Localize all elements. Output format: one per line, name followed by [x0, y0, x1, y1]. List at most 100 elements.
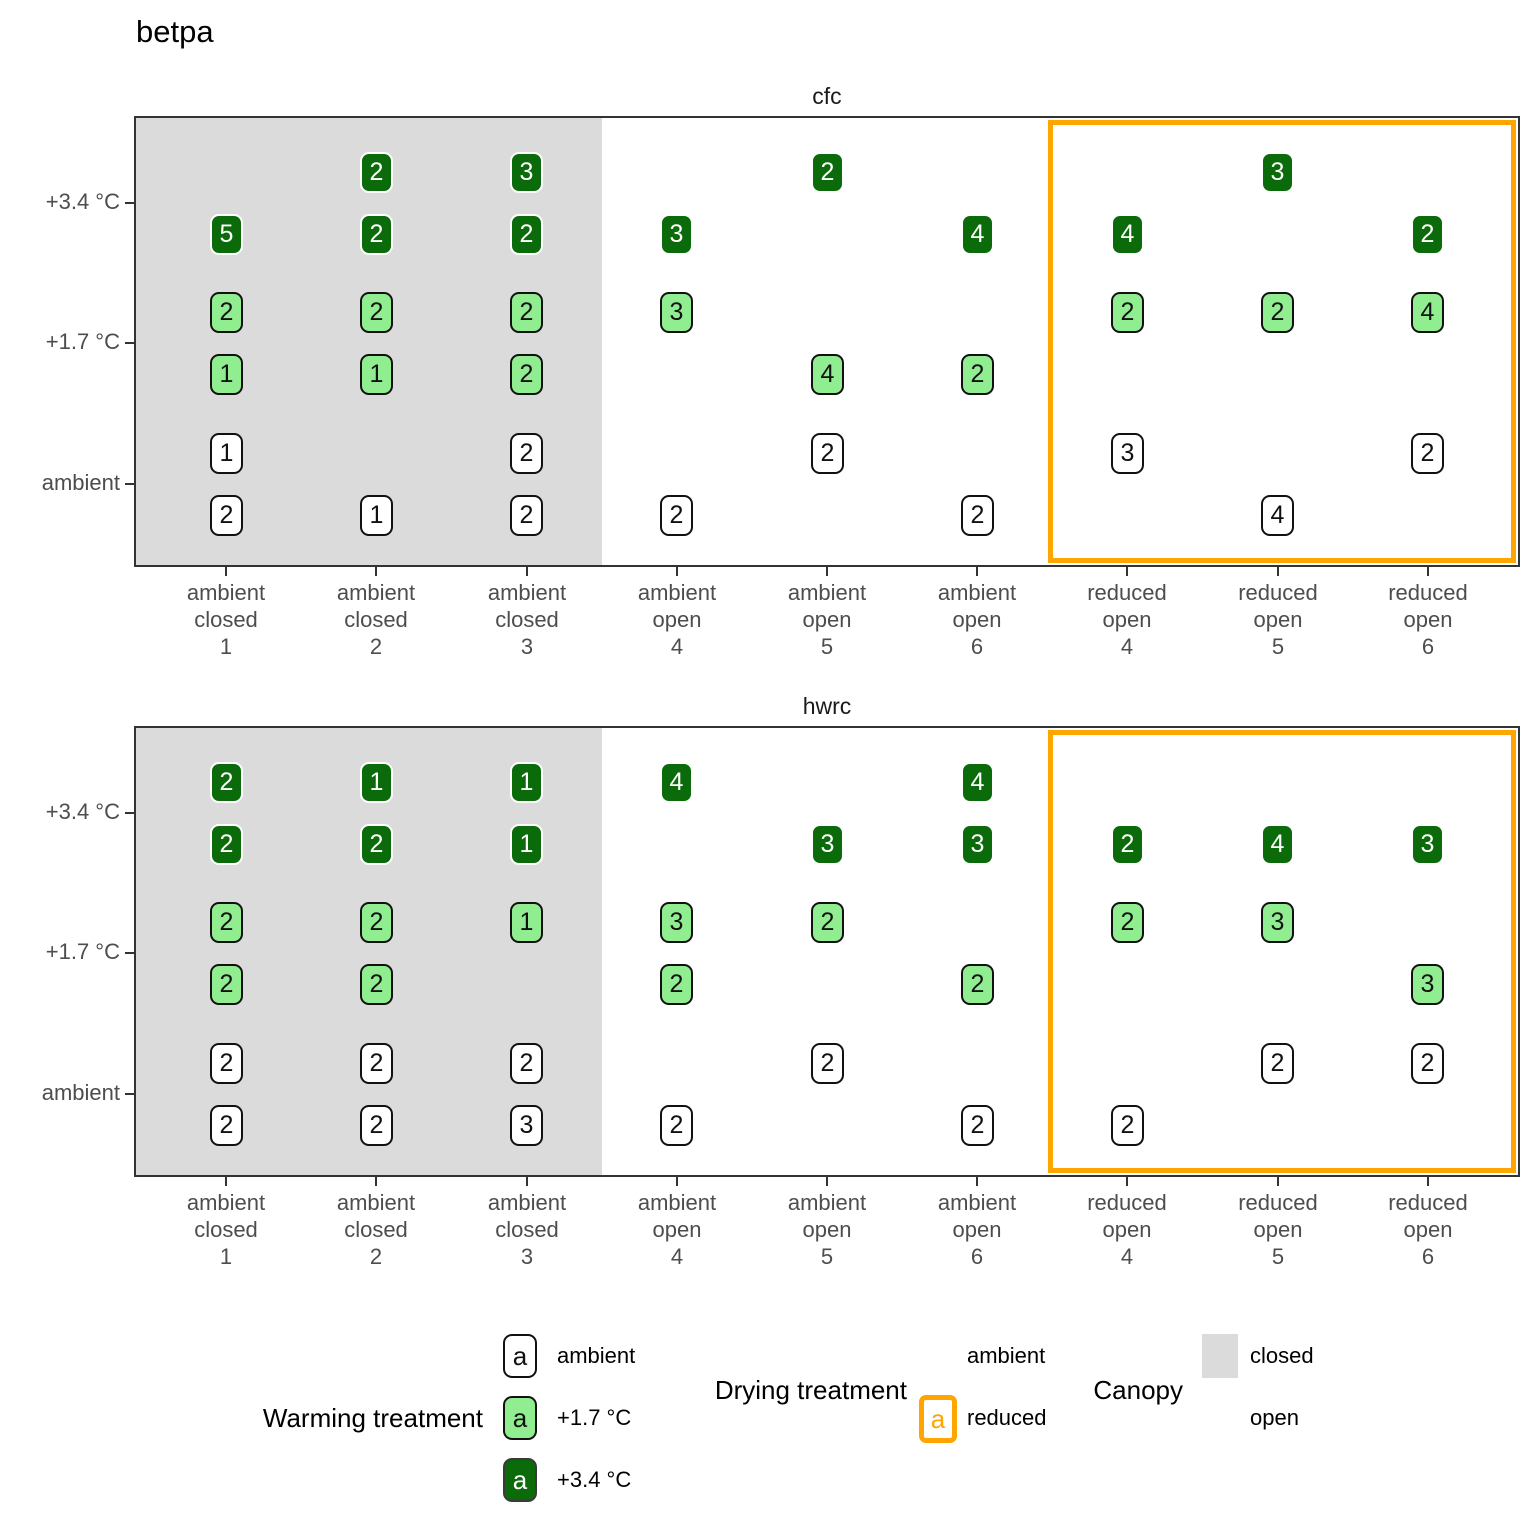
value-box: 2: [961, 495, 994, 536]
x-tick: [826, 1177, 828, 1186]
x-tick: [826, 567, 828, 576]
value-box: 2: [1111, 824, 1144, 865]
x-tick-label: reduced open 5: [1238, 1190, 1318, 1269]
facet-title-hwrc: hwrc: [802, 693, 852, 719]
value-box: 2: [510, 214, 543, 255]
value-box: 3: [1411, 824, 1444, 865]
value-box: 2: [360, 214, 393, 255]
value-box: 2: [510, 354, 543, 395]
drying-reduced-outline: [1048, 120, 1516, 563]
x-tick-label: reduced open 5: [1238, 580, 1318, 659]
value-box: 4: [1411, 292, 1444, 333]
value-box: 2: [210, 1105, 243, 1146]
value-box: 2: [510, 1043, 543, 1084]
value-box: 2: [1111, 902, 1144, 943]
value-box: 3: [510, 152, 543, 193]
value-box: 3: [1111, 433, 1144, 474]
x-tick: [1277, 567, 1279, 576]
value-box: 1: [360, 762, 393, 803]
x-tick-label: ambient open 6: [937, 1190, 1017, 1269]
x-tick: [375, 1177, 377, 1186]
value-box: 3: [1411, 964, 1444, 1005]
legend-title-warming: Warming treatment: [262, 1403, 483, 1433]
value-box: 1: [510, 762, 543, 803]
figure-title: betpa: [136, 14, 214, 49]
value-box: 2: [811, 152, 844, 193]
legend-label-warming-plus34: +3.4 °C: [557, 1467, 632, 1492]
value-box: 2: [961, 1105, 994, 1146]
value-box: 3: [660, 214, 693, 255]
value-box: 3: [961, 824, 994, 865]
x-tick: [526, 1177, 528, 1186]
x-tick: [375, 567, 377, 576]
value-box: 2: [1261, 292, 1294, 333]
value-box: 2: [510, 292, 543, 333]
x-tick: [225, 567, 227, 576]
value-box: 1: [210, 354, 243, 395]
value-box: 3: [510, 1105, 543, 1146]
value-box: 2: [360, 1105, 393, 1146]
legend-key-warming-plus34: a: [503, 1458, 537, 1502]
y-tick-label: +1.7 °C: [45, 939, 120, 964]
value-box: 2: [210, 762, 243, 803]
x-tick-label: ambient closed 2: [336, 1190, 416, 1269]
value-box: 2: [360, 152, 393, 193]
value-box: 2: [1261, 1043, 1294, 1084]
value-box: 2: [660, 1105, 693, 1146]
value-box: 2: [811, 902, 844, 943]
value-box: 4: [1261, 495, 1294, 536]
x-tick: [676, 567, 678, 576]
x-tick-label: ambient closed 3: [487, 580, 567, 659]
y-tick: [125, 1093, 134, 1095]
value-box: 3: [1261, 902, 1294, 943]
x-tick: [225, 1177, 227, 1186]
legend-label-canopy-closed: closed: [1250, 1343, 1314, 1368]
value-box: 2: [811, 1043, 844, 1084]
value-box: 5: [210, 214, 243, 255]
value-box: 2: [1411, 433, 1444, 474]
value-box: 2: [1411, 1043, 1444, 1084]
value-box: 4: [961, 214, 994, 255]
legend-title-drying: Drying treatment: [714, 1375, 907, 1405]
y-tick-label: +3.4 °C: [45, 189, 120, 214]
value-box: 4: [660, 762, 693, 803]
x-tick: [976, 1177, 978, 1186]
value-box: 2: [961, 354, 994, 395]
x-tick-label: reduced open 6: [1388, 580, 1468, 659]
value-box: 2: [210, 292, 243, 333]
value-box: 1: [510, 824, 543, 865]
value-box: 3: [811, 824, 844, 865]
y-tick-label: +1.7 °C: [45, 329, 120, 354]
y-tick-label: ambient: [41, 1080, 120, 1105]
drying-reduced-outline: [1048, 730, 1516, 1173]
x-tick: [1126, 1177, 1128, 1186]
value-box: 2: [510, 495, 543, 536]
x-tick: [526, 567, 528, 576]
y-tick: [125, 812, 134, 814]
y-tick: [125, 952, 134, 954]
legend-label-drying-reduced: reduced: [967, 1405, 1047, 1430]
x-tick: [1427, 567, 1429, 576]
legend-label-warming-plus17: +1.7 °C: [557, 1405, 632, 1430]
panel-hwrc: 2 1 1 4 4 2 2 1 3 3 2 4 3 2 2 1 3 2 2 3 2 2 2 2 3 2 2 2 2 2 2 2 2 3 2 2 2: [134, 726, 1520, 1177]
value-box: 2: [360, 292, 393, 333]
value-box: 2: [210, 495, 243, 536]
y-tick: [125, 342, 134, 344]
legend-key-drying-reduced: a: [919, 1395, 957, 1443]
value-box: 2: [360, 902, 393, 943]
value-box: 4: [961, 762, 994, 803]
value-box: 2: [210, 902, 243, 943]
value-box: 2: [660, 495, 693, 536]
value-box: 1: [510, 902, 543, 943]
x-tick-label: ambient closed 3: [487, 1190, 567, 1269]
x-tick-label: reduced open 4: [1087, 1190, 1167, 1269]
legend-key-warming-ambient: a: [503, 1334, 537, 1378]
legend-key-canopy-closed: [1202, 1334, 1238, 1378]
facet-title-cfc: cfc: [812, 83, 842, 109]
x-tick-label: ambient closed 1: [186, 580, 266, 659]
y-tick: [125, 202, 134, 204]
value-box: 3: [1261, 152, 1294, 193]
value-box: 2: [961, 964, 994, 1005]
x-tick: [1427, 1177, 1429, 1186]
